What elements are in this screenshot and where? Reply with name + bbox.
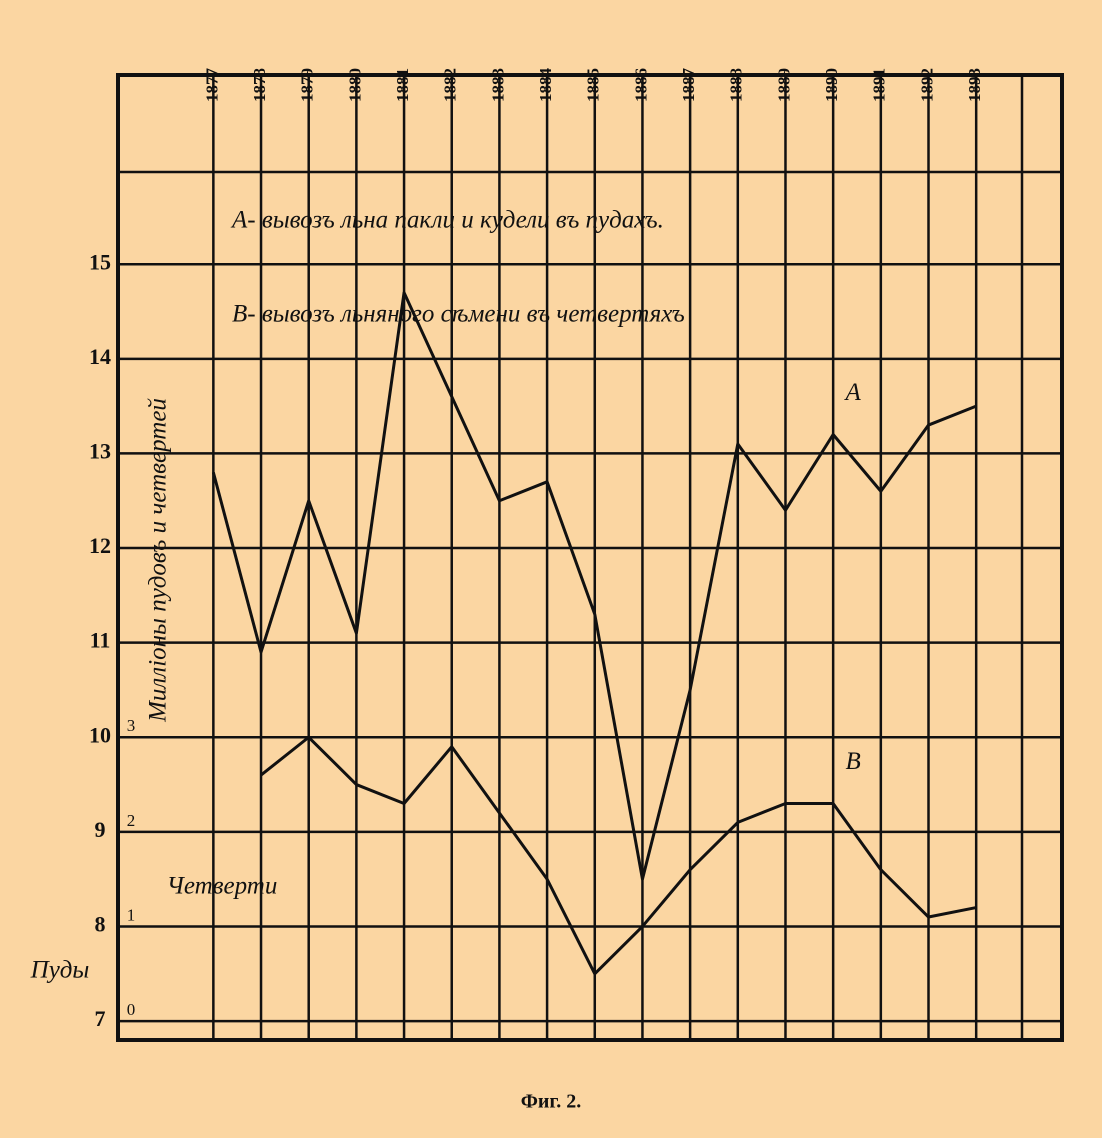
legend-text: A- вывозъ льна пакли и кудели въ пудахъ. — [230, 207, 664, 234]
y2-unit-label: Четверти — [167, 873, 278, 900]
series-label: A — [844, 379, 862, 406]
y-tick-label: 9 — [95, 817, 106, 842]
y2-tick-label: 1 — [127, 905, 136, 924]
y-tick-label: 14 — [89, 344, 111, 369]
series-line — [260, 735, 977, 976]
x-tick-label: 1882 — [441, 68, 460, 102]
x-tick-label: 1886 — [631, 68, 650, 102]
y-tick-label: 12 — [89, 533, 111, 558]
x-tick-label: 1877 — [202, 68, 221, 103]
series-label: B — [846, 748, 861, 775]
x-tick-label: 1883 — [488, 68, 507, 102]
x-tick-label: 1881 — [393, 68, 412, 102]
x-tick-label: 1891 — [870, 68, 889, 102]
y-axis-label: Милліоны пудовъ и четвертей — [145, 398, 172, 723]
y-tick-label: 15 — [89, 249, 111, 274]
y-tick-label: 7 — [95, 1006, 106, 1031]
caption: Фиг. 2. — [521, 1091, 582, 1113]
plot-frame — [116, 73, 1064, 1042]
x-tick-label: 1880 — [345, 68, 364, 102]
x-tick-label: 1888 — [727, 68, 746, 102]
x-tick-label: 1892 — [917, 68, 936, 102]
y-tick-label: 11 — [90, 628, 111, 653]
x-tick-label: 1887 — [679, 68, 698, 103]
series-line — [211, 291, 977, 881]
y-tick-label: 13 — [89, 438, 111, 463]
y-tick-label: 8 — [95, 912, 106, 937]
y-tick-label: 10 — [89, 722, 111, 747]
y2-tick-label: 3 — [127, 716, 136, 735]
y2-tick-label: 2 — [127, 811, 136, 830]
y-unit-label: Пуды — [30, 957, 90, 984]
legend-text: B- вывозъ льняного сѣмени въ четвертяхъ — [232, 301, 685, 328]
x-tick-label: 1878 — [250, 68, 269, 102]
y2-tick-label: 0 — [127, 1000, 136, 1019]
x-tick-label: 1893 — [965, 68, 984, 102]
x-tick-label: 1890 — [822, 68, 841, 102]
x-tick-label: 1889 — [774, 68, 793, 102]
x-tick-label: 1884 — [536, 68, 555, 103]
x-tick-label: 1879 — [298, 68, 317, 102]
x-tick-label: 1885 — [584, 68, 603, 102]
